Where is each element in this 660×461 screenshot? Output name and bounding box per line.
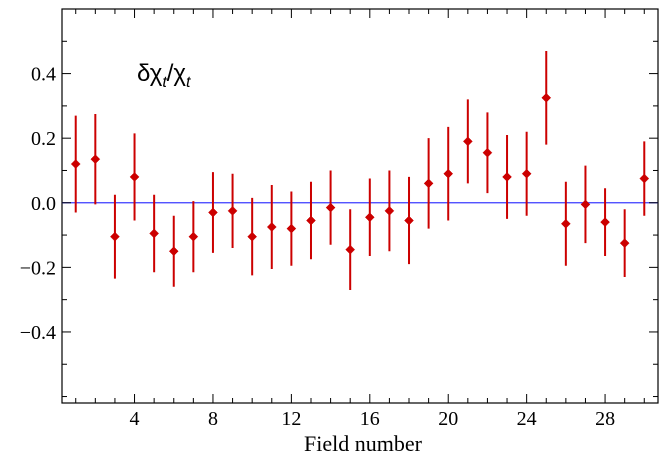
plot-area: 4 8 12 16 20 24 28 −0.4 −0.2 0.0 0.2 0.4 xyxy=(20,8,659,430)
x-axis-title: Field number xyxy=(304,431,423,456)
data-point xyxy=(266,222,277,232)
data-point xyxy=(423,178,434,189)
data-point xyxy=(168,246,179,257)
y-tick-label: 0.4 xyxy=(31,64,56,86)
annotation-denominator: /χ xyxy=(167,60,187,87)
data-point xyxy=(502,172,512,182)
x-tick-label: 4 xyxy=(130,408,140,430)
plot-frame xyxy=(61,8,659,404)
data-point xyxy=(384,205,395,216)
data-point xyxy=(404,215,414,226)
data-point xyxy=(462,136,473,147)
data-point xyxy=(110,231,120,242)
data-point xyxy=(149,228,159,239)
data-point xyxy=(90,154,101,165)
data-point xyxy=(600,217,610,228)
data-point xyxy=(306,215,316,226)
data-point xyxy=(482,147,493,158)
data-point xyxy=(561,218,571,229)
y-tick-label: −0.2 xyxy=(20,257,56,279)
data-point xyxy=(619,238,630,248)
x-tick-label: 20 xyxy=(438,408,458,430)
data-point xyxy=(325,202,336,213)
y-tick-label: 0.2 xyxy=(31,128,56,150)
data-point xyxy=(521,168,532,179)
annotation-subscript: t xyxy=(162,74,167,91)
x-tick-label: 16 xyxy=(360,408,380,430)
data-point xyxy=(208,207,218,218)
data-point xyxy=(364,212,375,223)
annotation-label: δχt/χt xyxy=(137,60,191,91)
data-point xyxy=(639,173,650,184)
x-tick-label: 24 xyxy=(517,408,537,430)
data-point xyxy=(286,223,297,234)
y-tick-label: 0.0 xyxy=(31,193,56,215)
data-point xyxy=(129,172,140,182)
annotation-main: δχ xyxy=(137,60,163,87)
data-point xyxy=(541,92,552,103)
y-tick-label: −0.4 xyxy=(20,322,56,344)
x-tick-label: 28 xyxy=(595,408,615,430)
data-point xyxy=(345,244,356,255)
x-tick-label: 8 xyxy=(208,408,218,430)
data-point xyxy=(188,231,199,242)
data-point xyxy=(443,168,454,179)
data-point xyxy=(227,205,238,216)
data-point xyxy=(580,199,591,210)
data-point xyxy=(247,231,258,242)
data-point xyxy=(70,159,81,169)
x-tick-label: 12 xyxy=(281,408,301,430)
annotation-subscript-2: t xyxy=(186,74,191,91)
